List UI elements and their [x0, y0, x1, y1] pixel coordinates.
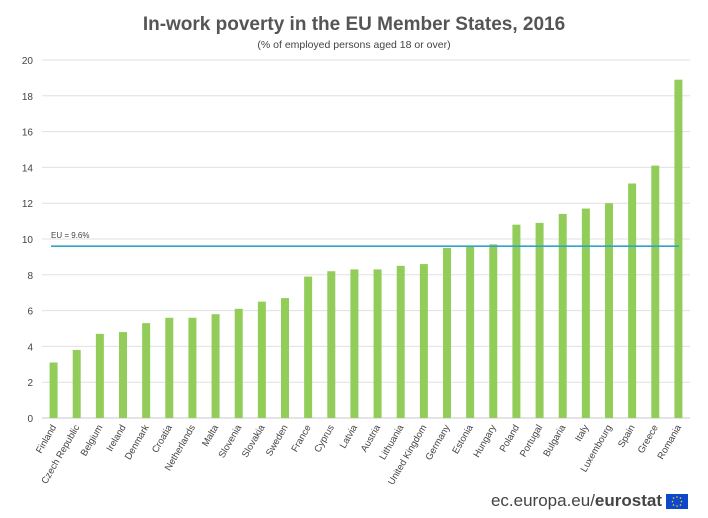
x-tick-label: Poland: [498, 423, 522, 454]
footer-brand: eurostat: [594, 491, 662, 510]
bar: [628, 183, 637, 418]
bar: [95, 333, 104, 418]
bar: [535, 222, 544, 418]
y-tick-label: 10: [22, 235, 34, 246]
bar: [512, 224, 521, 418]
bar: [605, 203, 613, 418]
x-tick-label: Finland: [34, 423, 59, 455]
y-tick-label: 14: [22, 163, 34, 174]
x-tick-label: Greece: [636, 423, 661, 455]
bar: [674, 79, 683, 418]
bar: [234, 308, 243, 418]
chart-subtitle: (% of employed persons aged 18 or over): [257, 39, 451, 51]
bar: [466, 246, 475, 418]
footer-logo: ec.europa.eu/eurostat: [491, 491, 688, 511]
y-tick-label: 20: [22, 56, 34, 67]
bar: [142, 323, 151, 418]
bar: [211, 314, 220, 418]
y-tick-label: 16: [22, 128, 34, 139]
bar: [49, 362, 58, 418]
x-tick-label: Hungary: [471, 423, 499, 460]
bar: [651, 165, 660, 418]
x-tick-label: Bulgaria: [541, 422, 568, 458]
x-tick-label: Slovakia: [240, 422, 268, 459]
x-tick-label: Spain: [616, 423, 638, 450]
bar: [581, 208, 590, 418]
bar: [327, 271, 336, 418]
x-tick-label: Ireland: [105, 423, 129, 454]
bar: [489, 244, 498, 418]
y-tick-label: 6: [27, 307, 33, 318]
y-tick-label: 0: [27, 414, 33, 425]
bar: [304, 276, 313, 418]
bar: [257, 301, 266, 418]
x-tick-label: Latvia: [338, 422, 361, 450]
footer-site: ec.europa.eu/: [490, 491, 595, 510]
chart-title: In-work poverty in the EU Member States,…: [142, 14, 566, 35]
bar: [350, 269, 359, 418]
eu-average-label: EU = 9.6%: [51, 231, 89, 240]
y-tick-label: 18: [22, 92, 34, 103]
bar: [165, 317, 174, 418]
eu-flag-icon: [666, 493, 688, 509]
x-tick-label: Cyprus: [312, 423, 337, 455]
bar: [119, 332, 127, 418]
y-tick-label: 8: [27, 271, 33, 282]
bar: [72, 349, 81, 418]
bar: [558, 213, 567, 418]
x-tick-label: Malta: [200, 422, 221, 448]
x-tick-label: Sweden: [264, 423, 291, 458]
bar: [396, 265, 405, 418]
y-tick-label: 12: [22, 199, 34, 210]
y-tick-label: 2: [27, 378, 33, 389]
x-tick-label: Belgium: [79, 423, 106, 458]
y-tick-label: 4: [27, 342, 33, 353]
bar: [419, 264, 428, 418]
x-tick-label: France: [289, 423, 313, 454]
x-tick-label: Italy: [573, 423, 591, 444]
x-tick-label: Austria: [359, 422, 384, 454]
bar: [281, 298, 289, 418]
x-tick-label: Croatia: [150, 422, 175, 455]
bar: [443, 247, 451, 418]
bar: [373, 269, 382, 418]
bar: [188, 317, 197, 418]
